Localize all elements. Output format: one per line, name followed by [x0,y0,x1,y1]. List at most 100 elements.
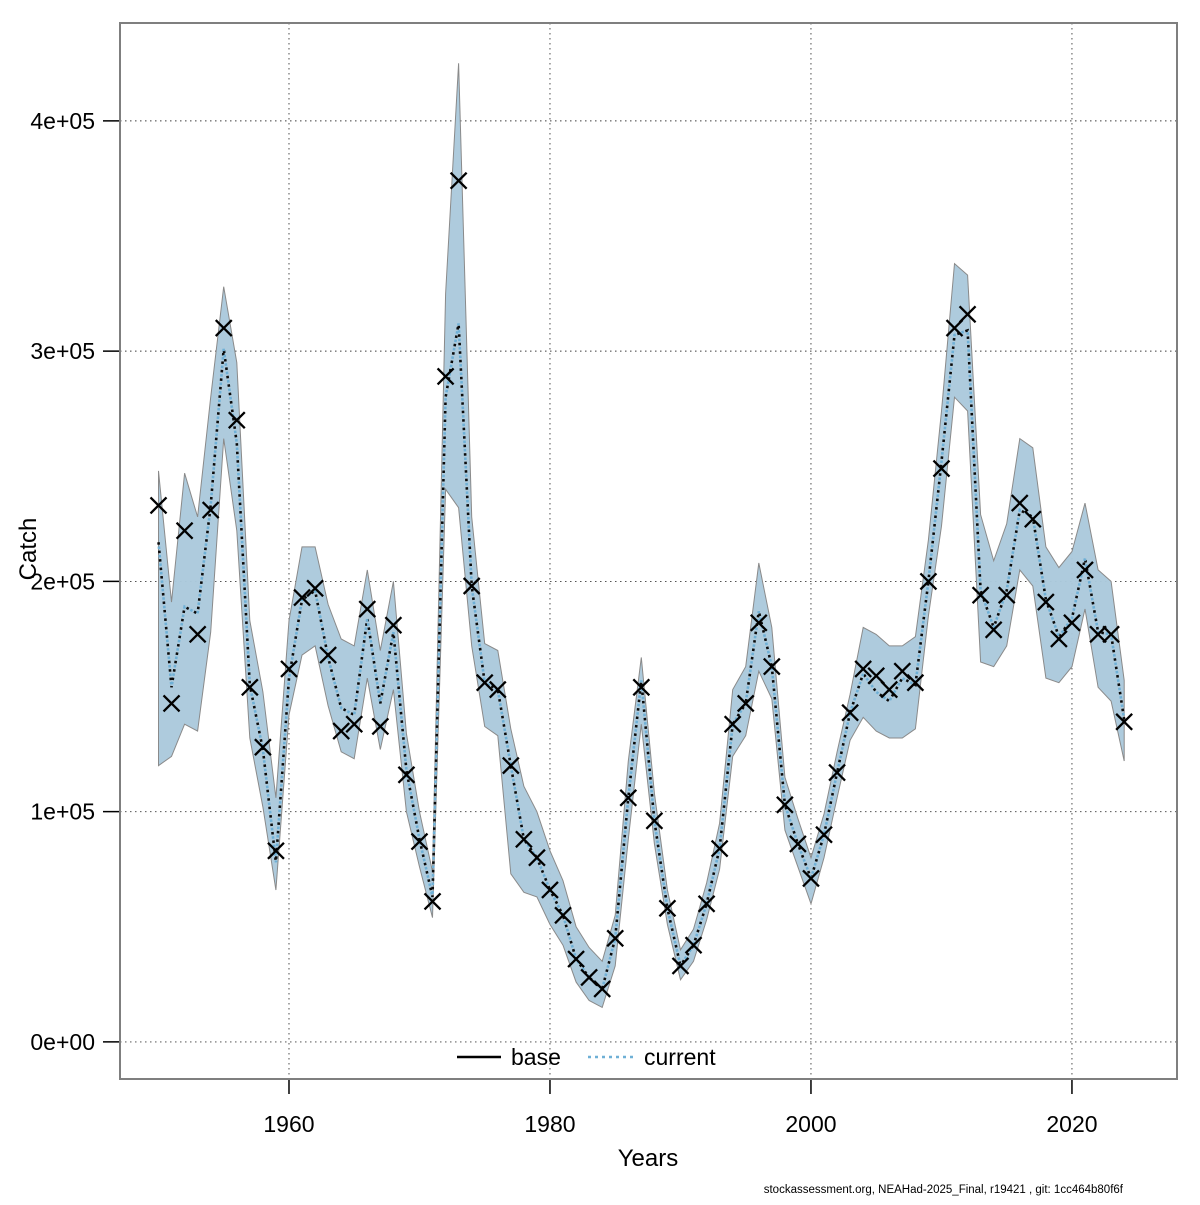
x-tick-label: 2020 [1046,1111,1097,1137]
base-marker-x [1076,561,1094,579]
x-axis-title: Years [618,1145,679,1172]
y-axis-title: Catch [15,518,42,581]
base-marker-x [815,825,833,844]
marker-stroke [515,830,533,849]
base-marker-x [671,957,690,975]
base-marker-x [345,715,364,733]
marker-stroke [423,892,442,911]
base-marker-x [763,657,781,676]
base-marker-x [1115,713,1133,731]
y-tick-label: 0e+00 [30,1029,95,1055]
base-marker-x [475,673,494,692]
marker-stroke [267,841,285,860]
base-marker-x [945,319,964,337]
base-marker-x [502,756,520,775]
base-marker-x [528,848,546,867]
marker-stroke [919,572,938,591]
marker-stroke [345,715,364,733]
marker-stroke [397,766,416,784]
marker-stroke [958,305,977,324]
marker-stroke [997,586,1016,605]
marker-stroke [932,459,951,478]
base-marker-x [854,660,872,678]
base-marker-x [645,812,664,830]
base-marker-x [606,929,625,948]
marker-stroke [880,680,899,699]
marker-stroke [554,906,572,925]
base-marker-x [567,950,585,968]
marker-stroke [1076,561,1094,579]
base-marker-x [932,459,951,478]
base-marker-x [214,319,233,337]
base-marker-x [1063,614,1081,632]
marker-stroke [227,411,246,430]
marker-stroke [358,600,377,618]
marker-stroke [188,625,207,644]
marker-stroke [1063,614,1081,632]
base-marker-x [593,980,611,998]
base-marker-x [436,367,455,386]
confidence-ribbon-layer [158,63,1125,1009]
base-marker-x [710,839,729,858]
marker-stroke [488,680,507,699]
marker-stroke [815,825,833,844]
marker-stroke [319,646,337,664]
current-line-blue-dots [157,323,1126,992]
base-marker-x [188,625,207,644]
base-marker-x [984,620,1003,639]
marker-stroke [749,614,768,632]
base-marker-x [749,614,768,632]
marker-stroke [254,738,272,756]
base-marker-x [332,722,351,740]
x-tick-label: 2000 [785,1111,836,1137]
marker-stroke [567,950,585,968]
base-marker-x [997,586,1016,605]
base-marker-x [958,305,977,324]
base-marker-x [201,501,220,519]
base-marker-x [515,830,533,849]
base-marker-x [462,577,481,595]
marker-stroke [854,660,872,678]
marker-stroke [1089,625,1107,644]
base-marker-x [619,789,638,807]
base-marker-x [658,899,677,918]
marker-stroke [162,694,181,713]
y-tick-label: 1e+05 [30,799,95,825]
marker-stroke [984,620,1003,639]
marker-stroke [280,660,298,678]
base-marker-x [828,763,846,782]
base-marker-x [358,600,377,618]
x-tick-label: 1960 [263,1111,314,1137]
footer-provenance: stockassessment.org, NEAHad-2025_Final, … [764,1184,1124,1196]
base-marker-x [293,588,311,607]
marker-stroke [475,673,494,692]
axes-layer: 1960 1980 2000 2020 0e+00 1e+05 2e+05 3e+05 4e+0… [30,22,1178,1137]
marker-stroke [776,795,794,814]
marker-stroke [201,501,220,519]
marker-stroke [645,812,664,830]
base-marker-x [227,411,246,430]
marker-stroke [580,968,598,987]
base-marker-x [906,673,925,692]
marker-stroke [971,586,990,605]
marker-stroke [436,367,455,386]
base-marker-x [736,694,755,713]
marker-stroke [1050,630,1068,648]
base-marker-x [449,171,468,190]
base-marker-x [1023,510,1042,529]
marker-stroke [619,789,638,807]
base-marker-x [1050,630,1068,648]
marker-stroke [541,881,559,899]
marker-stroke [384,616,403,634]
base-marker-x [254,738,272,756]
marker-stroke [906,673,925,692]
marker-stroke [410,832,429,851]
marker-stroke [1037,593,1055,611]
marker-stroke [332,722,351,740]
marker-stroke [1115,713,1133,731]
base-marker-x [488,680,507,699]
base-marker-x [776,795,794,814]
current-line-layer [157,323,1126,992]
y-tick-label: 2e+05 [30,568,95,594]
base-marker-x [789,835,807,853]
